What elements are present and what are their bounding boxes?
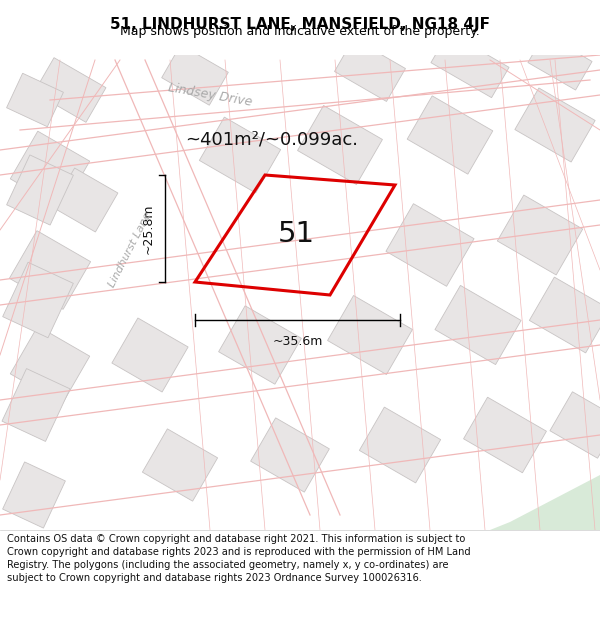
Text: ~25.8m: ~25.8m [142,203,155,254]
Polygon shape [528,34,592,90]
Polygon shape [335,39,406,101]
Polygon shape [298,106,382,184]
Text: Lindsey Drive: Lindsey Drive [167,81,253,109]
Polygon shape [386,204,474,286]
Polygon shape [251,418,329,492]
Polygon shape [529,277,600,353]
Polygon shape [435,286,521,364]
Polygon shape [10,231,91,309]
Text: ~35.6m: ~35.6m [272,335,323,348]
Polygon shape [550,392,600,458]
Polygon shape [161,45,229,105]
Polygon shape [328,296,412,374]
Polygon shape [407,96,493,174]
Polygon shape [464,398,547,472]
Polygon shape [10,326,90,404]
Polygon shape [431,32,509,98]
Polygon shape [2,262,73,338]
Polygon shape [218,306,301,384]
Polygon shape [7,73,64,127]
Polygon shape [2,369,70,441]
Polygon shape [359,407,440,483]
Polygon shape [52,168,118,232]
Polygon shape [142,429,218,501]
Polygon shape [199,117,281,193]
Text: 51, LINDHURST LANE, MANSFIELD, NG18 4JF: 51, LINDHURST LANE, MANSFIELD, NG18 4JF [110,16,490,31]
Polygon shape [497,195,583,275]
Text: 51: 51 [278,220,315,248]
Text: Map shows position and indicative extent of the property.: Map shows position and indicative extent… [120,26,480,39]
Polygon shape [112,318,188,392]
Polygon shape [10,131,90,209]
Polygon shape [7,155,73,225]
Text: Contains OS data © Crown copyright and database right 2021. This information is : Contains OS data © Crown copyright and d… [7,534,471,583]
Text: ~401m²/~0.099ac.: ~401m²/~0.099ac. [185,131,358,149]
Polygon shape [2,462,65,528]
Polygon shape [515,88,595,162]
Polygon shape [490,475,600,530]
Polygon shape [34,58,106,122]
Text: Lindhurst Lane: Lindhurst Lane [107,211,153,289]
